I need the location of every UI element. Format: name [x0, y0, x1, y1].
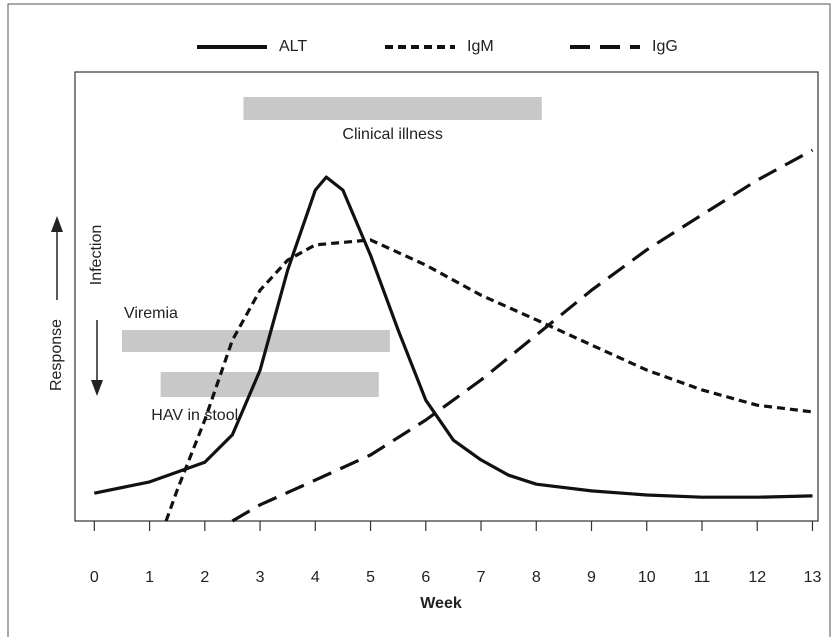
range-label: Viremia	[124, 305, 178, 322]
x-tick-label: 3	[256, 569, 265, 586]
x-tick-label: 8	[532, 569, 541, 586]
y-axis-label: Response	[48, 319, 65, 391]
legend-label: ALT	[279, 38, 307, 55]
range-bar	[160, 372, 379, 397]
range-label: Clinical illness	[342, 126, 442, 143]
annotation: Infection	[88, 225, 105, 285]
x-tick-label: 13	[804, 569, 822, 586]
x-axis-label: Week	[420, 595, 462, 612]
x-tick-label: 0	[90, 569, 99, 586]
x-tick-label: 1	[145, 569, 154, 586]
series-line	[231, 148, 814, 523]
arrowhead	[51, 216, 63, 232]
x-tick-label: 5	[366, 569, 375, 586]
x-tick-label: 12	[748, 569, 766, 586]
range-label: HAV in stool	[151, 407, 238, 424]
x-tick-label: 6	[421, 569, 430, 586]
legend-label: IgM	[467, 38, 494, 55]
series-line	[164, 238, 813, 522]
frame	[7, 3, 831, 637]
range-bar	[121, 330, 390, 352]
x-tick-label: 7	[477, 569, 486, 586]
legend-label: IgG	[652, 38, 678, 55]
plot-area	[74, 71, 819, 522]
arrowhead	[91, 380, 103, 396]
x-tick-label: 2	[200, 569, 209, 586]
x-tick-label: 11	[694, 569, 711, 586]
range-bar	[243, 97, 542, 120]
x-tick-label: 9	[587, 569, 596, 586]
x-tick-label: 4	[311, 569, 320, 586]
x-tick-label: 10	[638, 569, 656, 586]
series-line	[93, 175, 813, 499]
